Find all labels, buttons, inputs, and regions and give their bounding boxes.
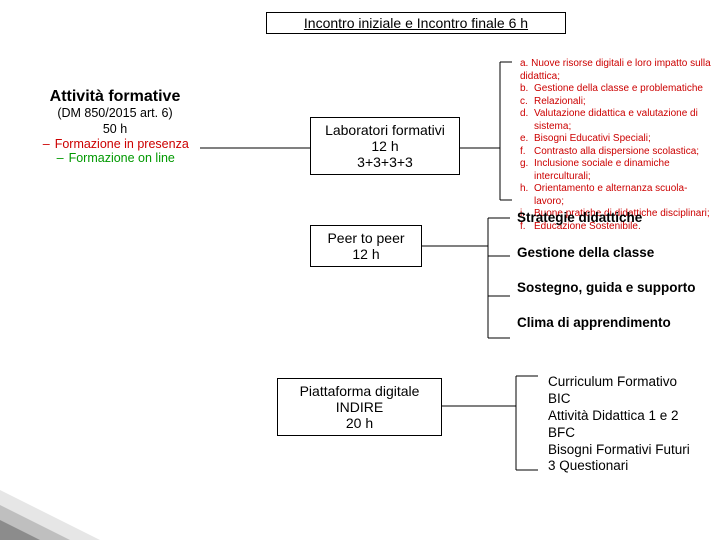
lab-line1: Laboratori formativi [325,122,445,138]
canvas: Incontro iniziale e Incontro finale 6 h … [0,0,720,540]
list-a-item-label: g. [520,158,534,183]
right-gestione: Gestione della classe [517,245,717,262]
plat-l6: 3 Questionari [548,458,716,475]
plat-l1: Curriculum Formativo [548,374,716,391]
attivita-block: Attività formative (DM 850/2015 art. 6) … [0,88,230,165]
attivita-sub2: 50 h [0,122,230,138]
list-a-item-label: b. [520,83,534,96]
list-a-item-text: Bisogni Educativi Speciali; [534,133,715,146]
attivita-line-a: – Formazione in presenza [0,137,230,151]
plat-l3: Attività Didattica 1 e 2 [548,408,716,425]
plat-line2: INDIRE [336,399,383,415]
plat-line1: Piattaforma digitale [300,383,420,399]
list-a-item-text: Inclusione sociale e dinamiche intercult… [534,158,715,183]
list-a-item: h.Orientamento e alternanza scuola-lavor… [520,183,715,208]
list-a-item-label: d. [520,108,534,133]
peer-box: Peer to peer 12 h [310,225,422,267]
list-a-item-label: e. [520,133,534,146]
list-a-item-text: Gestione della classe e problematiche [534,83,715,96]
list-a-item-text: Relazionali; [534,96,715,109]
plat-l2: BIC [548,391,716,408]
list-a: a. Nuove risorse digitali e loro impatto… [520,58,715,233]
attivita-line-b: – Formazione on line [0,151,230,165]
list-a-header: a. Nuove risorse digitali e loro impatto… [520,58,715,83]
right-column: Strategie didattiche Gestione della clas… [517,210,717,350]
attivita-title: Attività formative [0,88,230,106]
plat-line3: 20 h [346,415,373,431]
decorative-shape [0,480,160,540]
plat-l5: Bisogni Formativi Futuri [548,442,716,459]
lab-line3: 3+3+3+3 [357,154,413,170]
list-a-item-label: h. [520,183,534,208]
list-a-item: e.Bisogni Educativi Speciali; [520,133,715,146]
peer-line1: Peer to peer [327,230,404,246]
list-a-item-text: Orientamento e alternanza scuola-lavoro; [534,183,715,208]
right-strategie: Strategie didattiche [517,210,717,227]
lab-line2: 12 h [371,138,398,154]
laboratori-box: Laboratori formativi 12 h 3+3+3+3 [310,117,460,175]
list-a-item: g.Inclusione sociale e dinamiche intercu… [520,158,715,183]
peer-line2: 12 h [352,246,379,262]
right-sostegno: Sostegno, guida e supporto [517,280,717,297]
list-a-item-label: c. [520,96,534,109]
list-a-item-text: Valutazione didattica e valutazione di s… [534,108,715,133]
attivita-sub1: (DM 850/2015 art. 6) [0,106,230,122]
list-a-item: d.Valutazione didattica e valutazione di… [520,108,715,133]
list-a-item: b.Gestione della classe e problematiche [520,83,715,96]
list-a-item-label: f. [520,146,534,159]
plat-l4: BFC [548,425,716,442]
piattaforma-list: Curriculum Formativo BIC Attività Didatt… [548,374,716,475]
piattaforma-box: Piattaforma digitale INDIRE 20 h [277,378,442,436]
top-box: Incontro iniziale e Incontro finale 6 h [266,12,566,34]
top-box-label: Incontro iniziale e Incontro finale 6 h [304,15,528,31]
list-a-item-text: Contrasto alla dispersione scolastica; [534,146,715,159]
list-a-item: f.Contrasto alla dispersione scolastica; [520,146,715,159]
list-a-item: c.Relazionali; [520,96,715,109]
right-clima: Clima di apprendimento [517,315,717,332]
